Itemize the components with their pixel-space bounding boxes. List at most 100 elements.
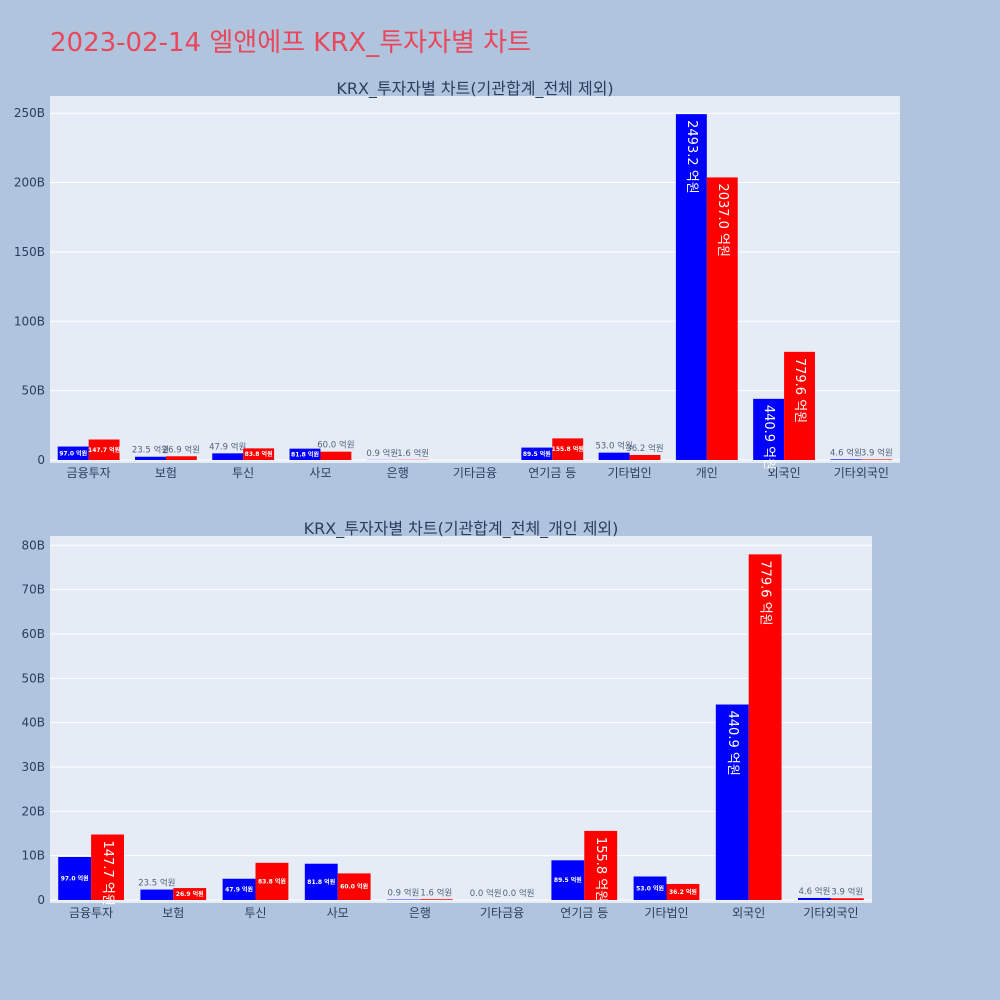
bar <box>165 456 197 460</box>
bar <box>598 452 630 460</box>
x-tick-label: 사모 <box>327 906 349 920</box>
chart-title: KRX_투자자별 차트(기관합계_전체_개인 제외) <box>304 519 619 539</box>
data-label: 779.6 억원 <box>792 358 807 423</box>
x-tick-label: 사모 <box>309 466 331 480</box>
data-label: 1.6 억원 <box>420 887 452 898</box>
chart-excluding-individuals: KRX_투자자별 차트(기관합계_전체_개인 제외) 0 10B 20B 30B 40B 5… <box>21 519 872 920</box>
data-label: 1.6 억원 <box>397 448 429 459</box>
y-tick-label: 10B <box>21 849 45 863</box>
data-label: 47.9 억원 <box>209 441 246 452</box>
y-tick-label: 80B <box>21 538 45 552</box>
data-label: 147.7 억원 <box>100 841 115 906</box>
bar <box>629 454 661 460</box>
data-label: 53.0 억원 <box>636 884 664 892</box>
data-label: 53.0 억원 <box>595 441 632 452</box>
data-label: 81.8 억원 <box>307 878 335 886</box>
y-tick-label: 100B <box>14 314 45 328</box>
data-label: 147.7 억원 <box>88 446 120 454</box>
x-tick-label: 기타외국인 <box>803 906 858 920</box>
bar <box>633 876 667 900</box>
data-label: 440.9 억원 <box>761 405 776 470</box>
bar <box>320 451 352 460</box>
data-label: 36.2 억원 <box>626 443 663 454</box>
bar <box>91 834 124 900</box>
bar <box>748 554 782 900</box>
data-label: 47.9 억원 <box>225 885 253 893</box>
data-label: 440.9 억원 <box>725 711 740 776</box>
x-tick-label: 금융투자 <box>69 906 113 920</box>
x-tick-label: 외국인 <box>732 906 765 920</box>
x-tick-label: 기타법인 <box>607 466 651 480</box>
data-label: 83.8 억원 <box>245 450 273 458</box>
x-tick-label: 기타금융 <box>480 906 524 920</box>
bar <box>304 863 338 900</box>
bar <box>784 351 815 460</box>
bar <box>222 878 256 900</box>
y-tick-label: 60B <box>21 627 45 641</box>
data-label: 23.5 억원 <box>138 878 175 889</box>
data-label: 81.8 억원 <box>291 450 319 458</box>
bar <box>551 860 585 900</box>
bar <box>173 888 207 900</box>
bar <box>521 447 553 460</box>
x-tick-label: 은행 <box>409 905 431 920</box>
x-tick-label: 연기금 등 <box>560 906 608 920</box>
data-label: 155.8 억원 <box>593 837 608 902</box>
data-label: 0.0 억원 <box>470 888 502 899</box>
bar <box>830 459 862 460</box>
bar <box>88 439 120 460</box>
x-tick-label: 보험 <box>155 466 177 480</box>
data-label: 89.5 억원 <box>554 876 582 884</box>
data-label: 23.5 억원 <box>132 445 169 456</box>
y-tick-label: 70B <box>21 583 45 597</box>
data-label: 779.6 억원 <box>758 560 773 625</box>
bar <box>57 446 89 460</box>
bar <box>715 704 749 900</box>
data-label: 0.9 억원 <box>388 888 420 899</box>
data-label: 97.0 억원 <box>61 874 89 882</box>
data-label: 3.9 억원 <box>831 886 863 897</box>
y-tick-label: 150B <box>14 245 45 259</box>
x-tick-label: 투신 <box>232 466 254 480</box>
bar <box>255 862 289 900</box>
y-tick-label: 0 <box>37 453 45 467</box>
x-tick-label: 은행 <box>387 465 409 480</box>
bar <box>552 438 584 460</box>
data-label: 26.9 억원 <box>163 444 200 455</box>
bar <box>212 453 244 460</box>
bar <box>675 114 707 461</box>
y-tick-label: 50B <box>21 671 45 685</box>
bar <box>135 456 166 460</box>
bar <box>140 889 174 900</box>
x-tick-label: 외국인 <box>768 466 801 480</box>
data-label: 0.9 억원 <box>366 448 398 459</box>
chart-all-investors: KRX_투자자별 차트(기관합계_전체 제외) 0 50B 100B 150B 200B 2… <box>14 79 900 480</box>
x-tick-label: 개인 <box>696 466 718 480</box>
y-tick-label: 20B <box>21 804 45 818</box>
y-tick-label: 30B <box>21 760 45 774</box>
x-tick-label: 기타금융 <box>453 466 497 480</box>
bar <box>666 883 700 900</box>
x-tick-label: 보험 <box>162 906 184 920</box>
bar <box>798 897 831 900</box>
x-tick-label: 연기금 등 <box>528 466 576 480</box>
bar <box>243 448 275 460</box>
data-label: 4.6 억원 <box>799 886 831 897</box>
bar <box>58 856 92 900</box>
data-label: 2037.0 억원 <box>715 183 730 257</box>
x-tick-label: 기타외국인 <box>834 466 889 480</box>
bar <box>289 448 321 460</box>
x-tick-label: 기타법인 <box>644 906 688 920</box>
bar <box>753 398 785 460</box>
bar <box>861 459 893 460</box>
data-label: 3.9 억원 <box>861 447 893 458</box>
bar <box>706 177 738 461</box>
bar <box>419 899 453 900</box>
bar <box>337 873 371 900</box>
data-label: 60.0 억원 <box>340 883 368 891</box>
y-tick-label: 0 <box>37 893 45 907</box>
bar <box>830 898 864 900</box>
data-label: 2493.2 억원 <box>684 120 699 194</box>
data-label: 4.6 억원 <box>830 447 862 458</box>
y-tick-label: 40B <box>21 716 45 730</box>
